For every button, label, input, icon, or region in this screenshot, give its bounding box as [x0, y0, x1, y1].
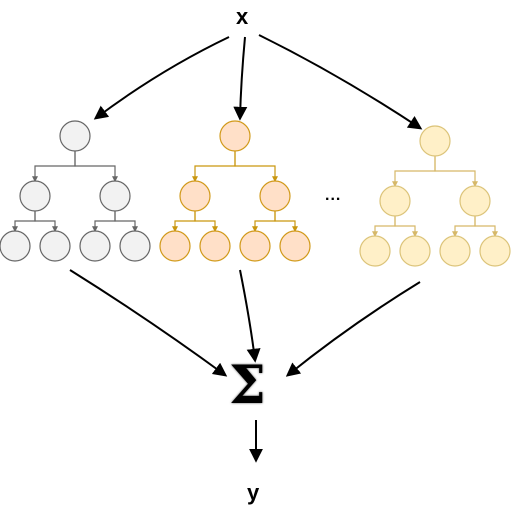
- input-arrow-tree-3: [258, 34, 423, 130]
- tree-2-to-sum-arrow: [239, 269, 261, 363]
- tree-edge: [172, 211, 196, 233]
- tree-1-to-sum-arrow: [69, 269, 228, 377]
- tree-edge: [192, 151, 236, 183]
- tree-edge: [452, 216, 476, 238]
- tree-root-node: [59, 120, 91, 152]
- tree-3-to-sum-arrow: [285, 281, 421, 377]
- decision-tree-3: [359, 125, 511, 267]
- tree-edge: [32, 151, 76, 183]
- tree-edge: [234, 151, 278, 183]
- tree-leaf-node: [199, 230, 231, 262]
- tree-leaf-node: [39, 230, 71, 262]
- input-arrow-tree-2: [233, 36, 248, 121]
- tree-root-node: [219, 120, 251, 152]
- tree-inner-node: [99, 180, 131, 212]
- tree-edge: [274, 211, 298, 233]
- tree-inner-node: [459, 185, 491, 217]
- tree-inner-node: [259, 180, 291, 212]
- tree-edge: [114, 211, 138, 233]
- sum-symbol: Σ: [229, 355, 266, 416]
- tree-inner-node: [379, 185, 411, 217]
- tree-leaf-node: [239, 230, 271, 262]
- tree-edge: [394, 216, 418, 238]
- tree-leaf-node: [279, 230, 311, 262]
- ellipsis: ...: [325, 187, 342, 204]
- decision-tree-1: [0, 120, 151, 262]
- tree-root-node: [419, 125, 451, 157]
- tree-edge: [74, 151, 118, 183]
- tree-edge: [92, 211, 116, 233]
- trees-layer: [0, 120, 511, 267]
- tree-leaf-node: [439, 235, 471, 267]
- tree-edge: [474, 216, 498, 238]
- tree-leaf-node: [479, 235, 511, 267]
- tree-edge: [434, 156, 478, 188]
- tree-leaf-node: [0, 230, 31, 262]
- tree-inner-node: [179, 180, 211, 212]
- tree-leaf-node: [119, 230, 151, 262]
- decision-tree-2: [159, 120, 311, 262]
- tree-leaf-node: [359, 235, 391, 267]
- tree-edge: [34, 211, 58, 233]
- input-arrow-tree-1: [93, 36, 230, 120]
- tree-leaf-node: [79, 230, 111, 262]
- output-label: y: [247, 480, 260, 505]
- tree-leaf-node: [399, 235, 431, 267]
- input-label: x: [236, 4, 249, 29]
- tree-edge: [252, 211, 276, 233]
- tree-edge: [372, 216, 396, 238]
- tree-edge: [392, 156, 436, 188]
- tree-inner-node: [19, 180, 51, 212]
- tree-edge: [194, 211, 218, 233]
- tree-leaf-node: [159, 230, 191, 262]
- tree-edge: [12, 211, 36, 233]
